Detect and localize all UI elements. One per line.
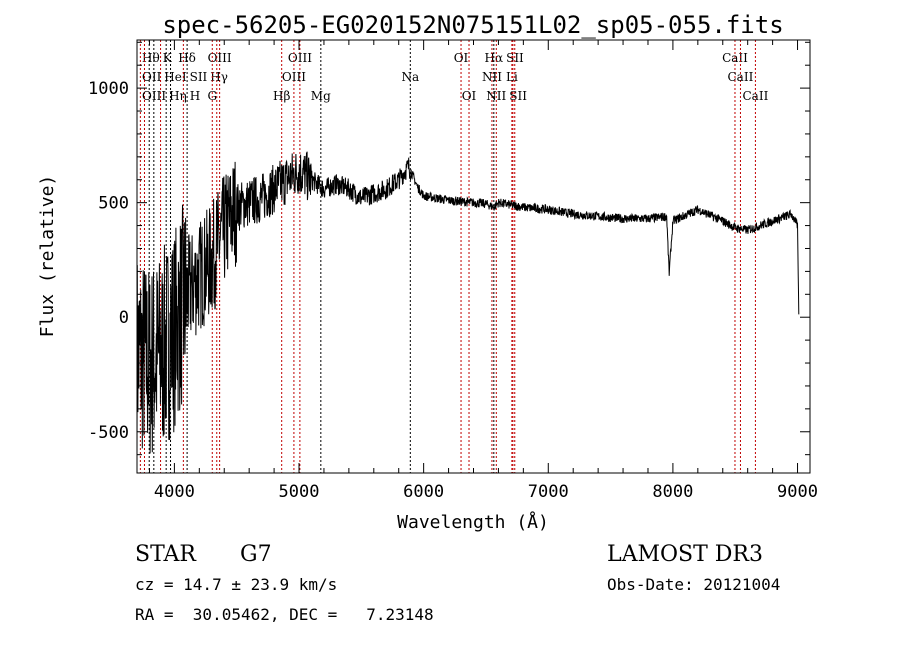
spectrum-series-line [136, 151, 800, 455]
spectral-line-label: SII [190, 70, 208, 84]
spectral-line-label: Hδ [178, 51, 196, 65]
spectral-line-label: Hθ [142, 51, 160, 65]
chart-title: spec-56205-EG020152N075151L02_sp05-055.f… [162, 11, 783, 39]
spectral-line-label: CaII [728, 70, 754, 84]
spectral-line-label: H [190, 89, 200, 103]
y-tick-label: 1000 [88, 79, 129, 99]
redshift-cz: cz = 14.7 ± 23.9 km/s [135, 575, 337, 594]
survey-name: LAMOST DR3 [607, 542, 763, 567]
spectral-line-label: CaII [743, 89, 769, 103]
x-tick-label: 8000 [652, 482, 693, 502]
spectral-line-label: OIII [288, 51, 312, 65]
y-axis-label: Flux (relative) [37, 175, 58, 338]
spectral-line-label: Na [402, 70, 420, 84]
spectral-line-label: OI [454, 51, 469, 65]
spectral-line-label: Li [506, 70, 518, 84]
spectral-line-label: G [208, 89, 218, 103]
spectral-line-label: OII [142, 70, 162, 84]
spectral-line-label: NII [482, 70, 502, 84]
spectral-line-label: HeI [164, 70, 187, 84]
spectral-line-label: OIII [208, 51, 232, 65]
spectral-line-label: OIII [282, 70, 306, 84]
spectral-line-label: Hβ [273, 89, 290, 103]
spectral-line-label: Hη [169, 89, 187, 103]
y-tick-label: -500 [88, 423, 129, 443]
y-tick-label: 500 [98, 194, 129, 214]
spectral-line-label: OI [462, 89, 477, 103]
plot-frame [136, 39, 811, 474]
spectral-line-label: Hα [485, 51, 504, 65]
x-tick-label: 4000 [154, 482, 195, 502]
x-tick-label: 7000 [528, 482, 569, 502]
y-tick-label: 0 [119, 308, 129, 328]
x-tick-label: 5000 [279, 482, 320, 502]
observation-date: Obs-Date: 20121004 [607, 575, 780, 594]
ra-dec: RA = 30.05462, DEC = 7.23148 [135, 605, 434, 624]
object-class: STAR [135, 542, 197, 567]
spectral-line-label: SII [509, 89, 527, 103]
object-subclass: G7 [240, 542, 272, 567]
spectral-line-label: NII [486, 89, 506, 103]
x-tick-label: 9000 [777, 482, 818, 502]
spectral-line-label: Hγ [210, 70, 228, 84]
spectral-line-label: CaII [722, 51, 748, 65]
x-axis-label: Wavelength (Å) [397, 511, 549, 533]
x-tick-label: 6000 [403, 482, 444, 502]
spectral-line-label: Mg [311, 89, 331, 103]
spectral-line-label: K [163, 51, 173, 65]
